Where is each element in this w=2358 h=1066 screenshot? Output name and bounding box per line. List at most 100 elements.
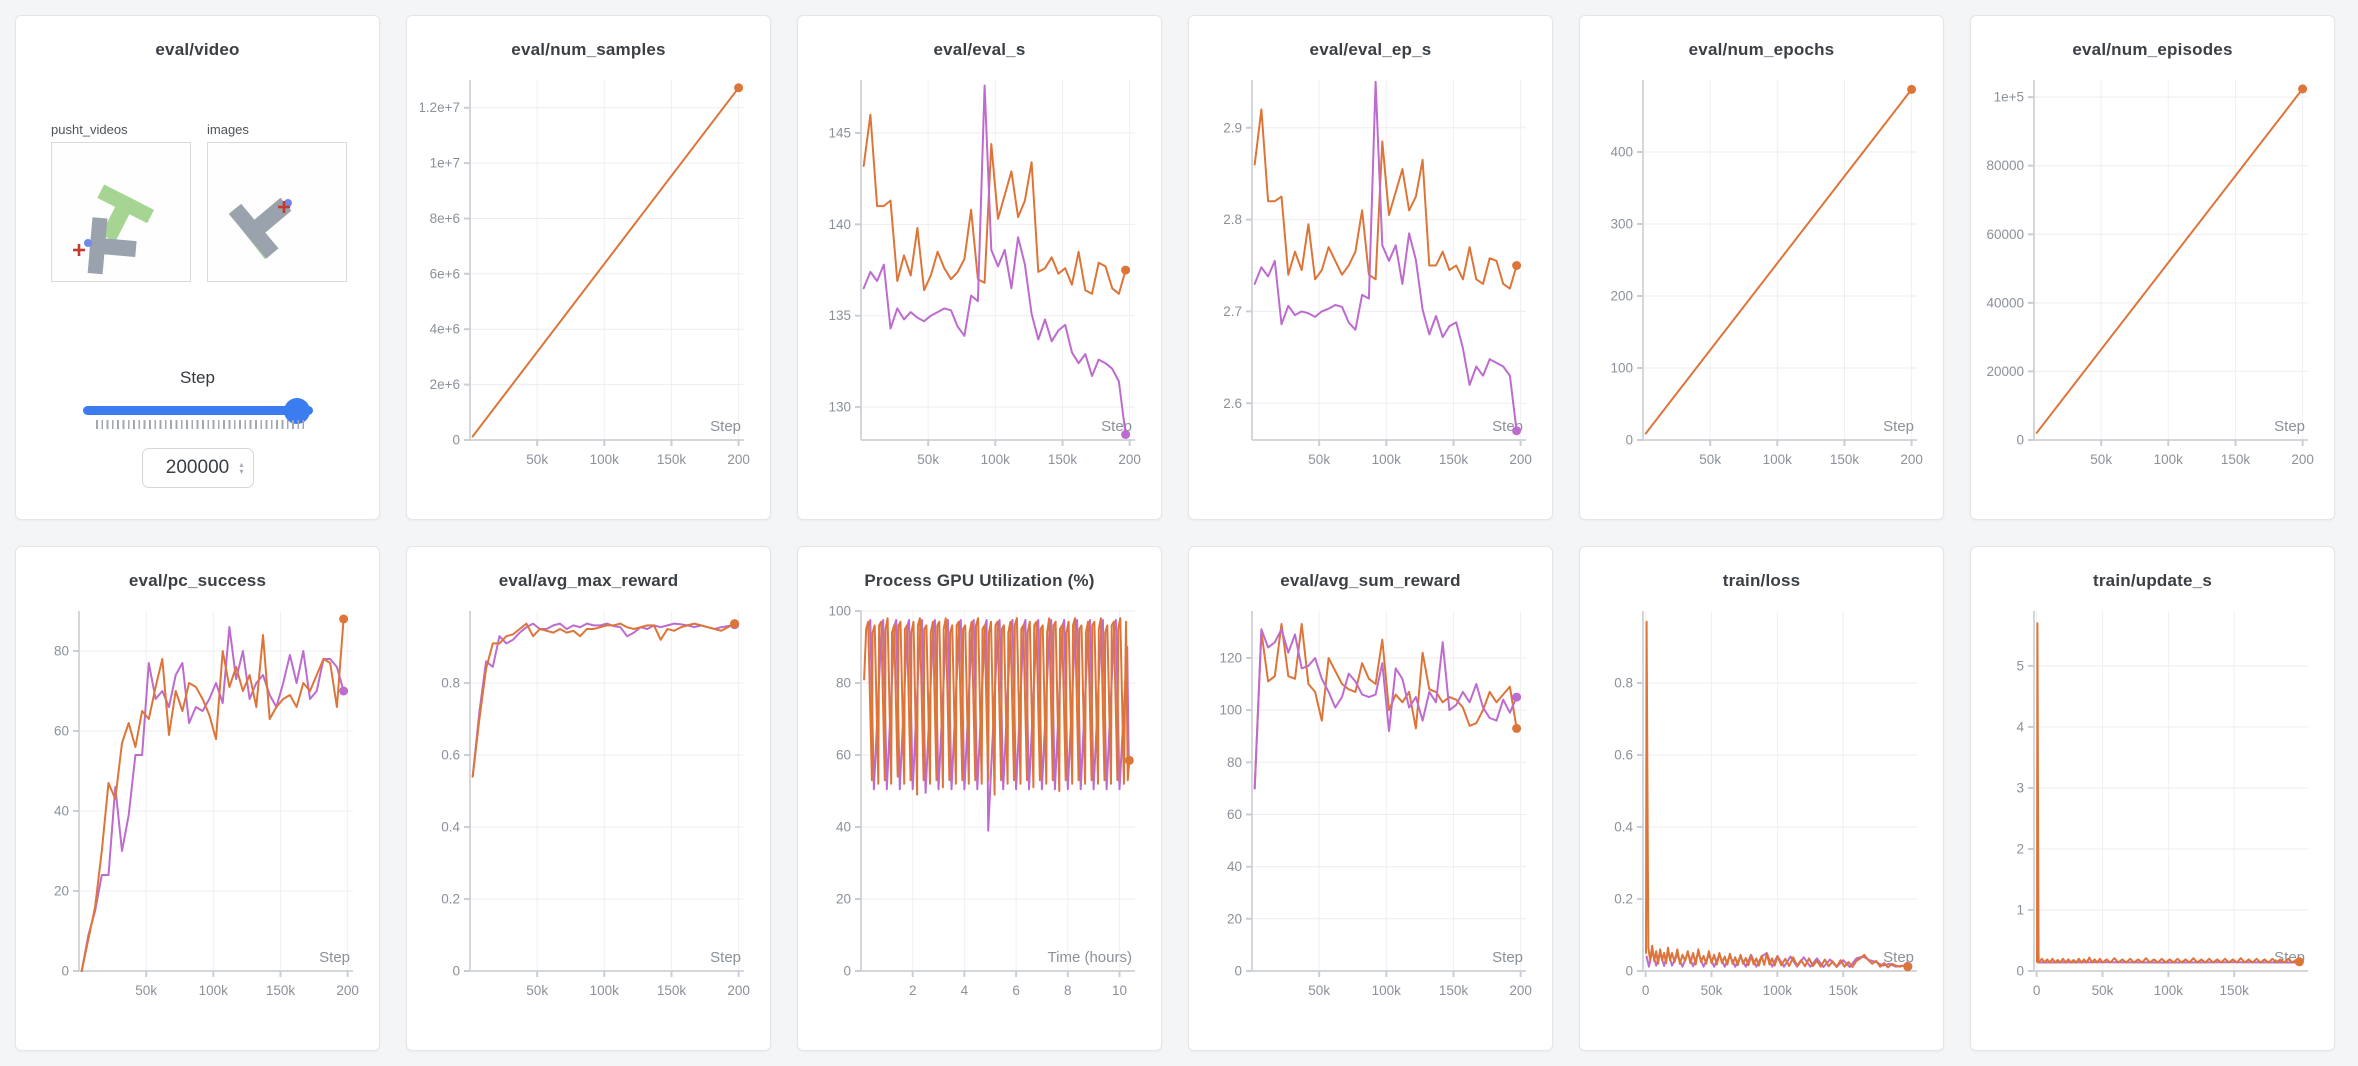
pusht-green-t-shape [97, 184, 155, 242]
svg-text:4: 4 [2016, 719, 2024, 734]
chart-eval-num-episodes[interactable]: 50k 100k 150k 200 0 20000 40000 60000 80000 1e+5 S… [1984, 72, 2321, 495]
svg-text:4e+6: 4e+6 [430, 322, 460, 337]
svg-text:0.2: 0.2 [441, 892, 460, 907]
svg-text:140: 140 [828, 217, 851, 232]
svg-text:0.4: 0.4 [441, 820, 460, 835]
svg-text:40: 40 [836, 820, 851, 835]
svg-text:3: 3 [2016, 780, 2024, 795]
svg-text:150k: 150k [657, 452, 687, 467]
panel-eval-eval-s: eval/eval_s 50k 100k 150k 200 130 135 140 145 St… [797, 15, 1162, 520]
svg-text:200: 200 [336, 983, 359, 998]
svg-text:0.6: 0.6 [1614, 748, 1633, 763]
svg-text:50k: 50k [1701, 983, 1723, 998]
svg-text:400: 400 [1610, 145, 1633, 160]
svg-text:80: 80 [1227, 755, 1242, 770]
svg-text:100k: 100k [590, 452, 620, 467]
chart-train-loss[interactable]: 0 50k 100k 150k 0 0.2 0.4 0.6 0.8 Step [1593, 603, 1930, 1026]
svg-text:100: 100 [828, 604, 851, 619]
svg-text:100: 100 [1219, 703, 1242, 718]
svg-text:60: 60 [54, 724, 69, 739]
svg-text:50k: 50k [135, 983, 157, 998]
svg-text:100k: 100k [590, 983, 620, 998]
chart-title: eval/avg_max_reward [498, 571, 679, 590]
svg-text:150k: 150k [2221, 452, 2251, 467]
chart-title: train/update_s [2093, 571, 2212, 590]
panel-eval-num-samples: eval/num_samples 50k 100k 150k 200 0 2e+6 4e+6… [406, 15, 771, 520]
svg-text:Step: Step [1492, 949, 1523, 966]
stepper-arrows-icon[interactable]: ▴ ▾ [239, 460, 244, 476]
video-thumbnail-pusht[interactable] [51, 142, 191, 282]
svg-text:0.4: 0.4 [1614, 820, 1633, 835]
panel-title-eval-video: eval/video [155, 40, 240, 59]
chart-eval-num-samples[interactable]: 50k 100k 150k 200 0 2e+6 4e+6 6e+6 8e+6 1e+7 1.2e+… [420, 72, 757, 495]
svg-text:150k: 150k [657, 983, 687, 998]
svg-text:0.2: 0.2 [1614, 892, 1633, 907]
svg-text:150k: 150k [1439, 983, 1469, 998]
svg-text:130: 130 [828, 400, 851, 415]
svg-text:0: 0 [2016, 964, 2024, 979]
svg-text:100k: 100k [2154, 983, 2184, 998]
svg-text:100k: 100k [1763, 983, 1793, 998]
svg-text:200: 200 [1900, 452, 1923, 467]
svg-text:0: 0 [452, 964, 460, 979]
svg-text:0: 0 [61, 964, 69, 979]
svg-text:100k: 100k [981, 452, 1011, 467]
svg-text:0.8: 0.8 [1614, 676, 1633, 691]
svg-text:200: 200 [1610, 289, 1633, 304]
chart-eval-avg-max-reward[interactable]: 50k 100k 150k 200 0 0.2 0.4 0.6 0.8 Step [420, 603, 757, 1026]
svg-text:50k: 50k [526, 452, 548, 467]
chart-eval-pc-success[interactable]: 50k 100k 150k 200 0 20 40 60 80 Step [29, 603, 366, 1026]
svg-text:1e+7: 1e+7 [430, 156, 460, 171]
chart-title: eval/num_epochs [1688, 40, 1835, 59]
svg-text:50k: 50k [1308, 452, 1330, 467]
svg-text:0: 0 [1234, 964, 1242, 979]
chart-eval-avg-sum-reward[interactable]: 50k 100k 150k 200 0 20 40 60 80 100 120 Step [1202, 603, 1539, 1026]
svg-text:20: 20 [54, 884, 69, 899]
svg-text:0.8: 0.8 [441, 676, 460, 691]
chart-eval-num-epochs[interactable]: 50k 100k 150k 200 0 100 200 300 400 Step [1593, 72, 1930, 495]
svg-text:1.2e+7: 1.2e+7 [420, 100, 460, 115]
step-slider-label: Step [180, 368, 215, 387]
svg-text:150k: 150k [266, 983, 296, 998]
svg-text:40000: 40000 [1986, 295, 2024, 310]
panel-gpu-utilization: Process GPU Utilization (%) 2 4 6 8 10 0 20 40 6… [797, 546, 1162, 1051]
svg-text:80: 80 [836, 676, 851, 691]
step-slider-handle[interactable] [284, 398, 310, 424]
svg-text:0: 0 [1625, 964, 1633, 979]
svg-text:0: 0 [2016, 433, 2024, 448]
svg-text:50k: 50k [1308, 983, 1330, 998]
svg-text:50k: 50k [526, 983, 548, 998]
svg-text:50k: 50k [917, 452, 939, 467]
svg-text:10: 10 [1112, 983, 1127, 998]
svg-text:0: 0 [452, 433, 460, 448]
panel-eval-pc-success: eval/pc_success 50k 100k 150k 200 0 20 40 60 80 S… [15, 546, 380, 1051]
images-red-cross [278, 201, 290, 213]
svg-text:80: 80 [54, 644, 69, 659]
svg-text:0: 0 [2033, 983, 2041, 998]
chart-title: Process GPU Utilization (%) [864, 571, 1095, 590]
panel-eval-eval-ep-s: eval/eval_ep_s 50k 100k 150k 200 2.6 2.7 2.8 2.… [1188, 15, 1553, 520]
svg-text:100k: 100k [2154, 452, 2184, 467]
svg-text:6: 6 [1012, 983, 1020, 998]
svg-text:40: 40 [54, 804, 69, 819]
svg-text:20: 20 [1227, 911, 1242, 926]
svg-text:300: 300 [1610, 217, 1633, 232]
svg-text:100k: 100k [1372, 983, 1402, 998]
svg-text:0: 0 [1625, 433, 1633, 448]
step-input[interactable]: 200000 ▴ ▾ [141, 448, 254, 488]
images-blue-dot [284, 199, 292, 207]
svg-text:2: 2 [909, 983, 917, 998]
svg-text:Step: Step [319, 949, 350, 966]
pusht-blue-dot [84, 239, 92, 247]
svg-text:150k: 150k [2220, 983, 2250, 998]
svg-text:4: 4 [961, 983, 969, 998]
image-thumbnail-last-frame[interactable] [207, 142, 347, 282]
step-slider[interactable] [83, 406, 313, 415]
svg-text:2: 2 [2016, 842, 2024, 857]
svg-text:200: 200 [727, 983, 750, 998]
